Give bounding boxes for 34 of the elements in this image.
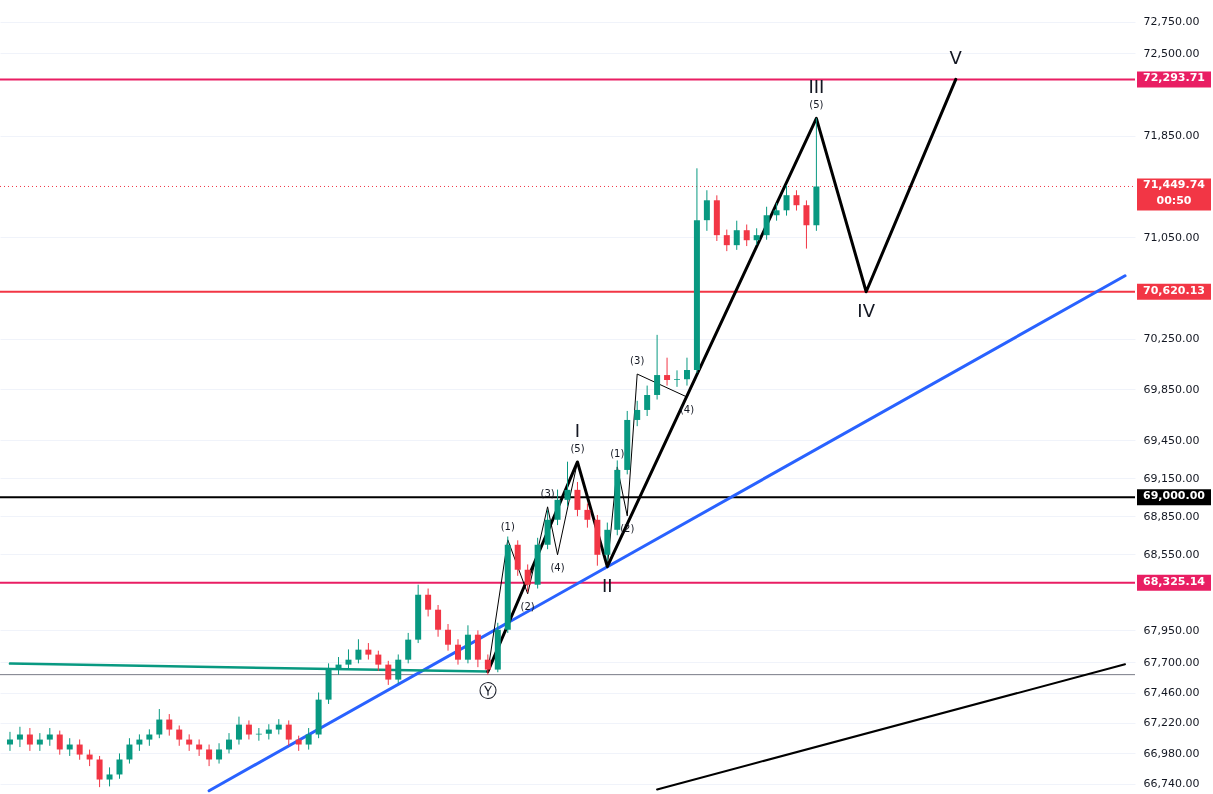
y-tick-label: 66,980.00: [1143, 746, 1200, 760]
annotation: (1): [610, 447, 625, 459]
y-tick-label: 72,750.00: [1143, 15, 1200, 29]
annotation: (4): [679, 404, 695, 415]
annotation: I: [574, 419, 581, 441]
y-tick-label: 67,460.00: [1143, 686, 1200, 700]
y-tick-label: 71,850.00: [1143, 129, 1200, 143]
annotation: (4): [550, 561, 565, 573]
annotation: (5): [809, 99, 824, 111]
y-tick-label: 69,450.00: [1143, 433, 1200, 447]
y-tick-label: 67,700.00: [1143, 655, 1200, 669]
ref-line-label: 71,449.74 00:50: [1143, 178, 1206, 208]
annotation: IV: [857, 299, 876, 321]
y-tick-label: 67,220.00: [1143, 716, 1200, 730]
ref-line-label: 68,325.14: [1143, 574, 1206, 588]
y-tick-label: 71,050.00: [1143, 230, 1200, 244]
annotation: (5): [570, 442, 585, 454]
annotation: (2): [520, 600, 535, 612]
ref-line-label: 72,293.71: [1143, 71, 1205, 85]
annotation: Ⓨ: [478, 679, 497, 701]
y-tick-label: 69,150.00: [1143, 471, 1200, 485]
y-tick-label: 67,950.00: [1143, 623, 1200, 637]
y-tick-label: 68,850.00: [1143, 509, 1200, 523]
annotation: (3): [630, 355, 645, 367]
annotation: (1): [500, 520, 515, 532]
y-tick-label: 66,740.00: [1143, 777, 1200, 791]
annotation: V: [949, 47, 963, 69]
y-tick-label: 72,500.00: [1143, 46, 1200, 60]
y-tick-label: 69,850.00: [1143, 382, 1200, 396]
annotation: III: [808, 76, 825, 98]
y-tick-label: 70,250.00: [1143, 332, 1200, 346]
ref-line-label: 69,000.00: [1143, 489, 1206, 503]
y-tick-label: 68,550.00: [1143, 547, 1200, 561]
ref-line-label: 70,620.13: [1143, 283, 1205, 297]
